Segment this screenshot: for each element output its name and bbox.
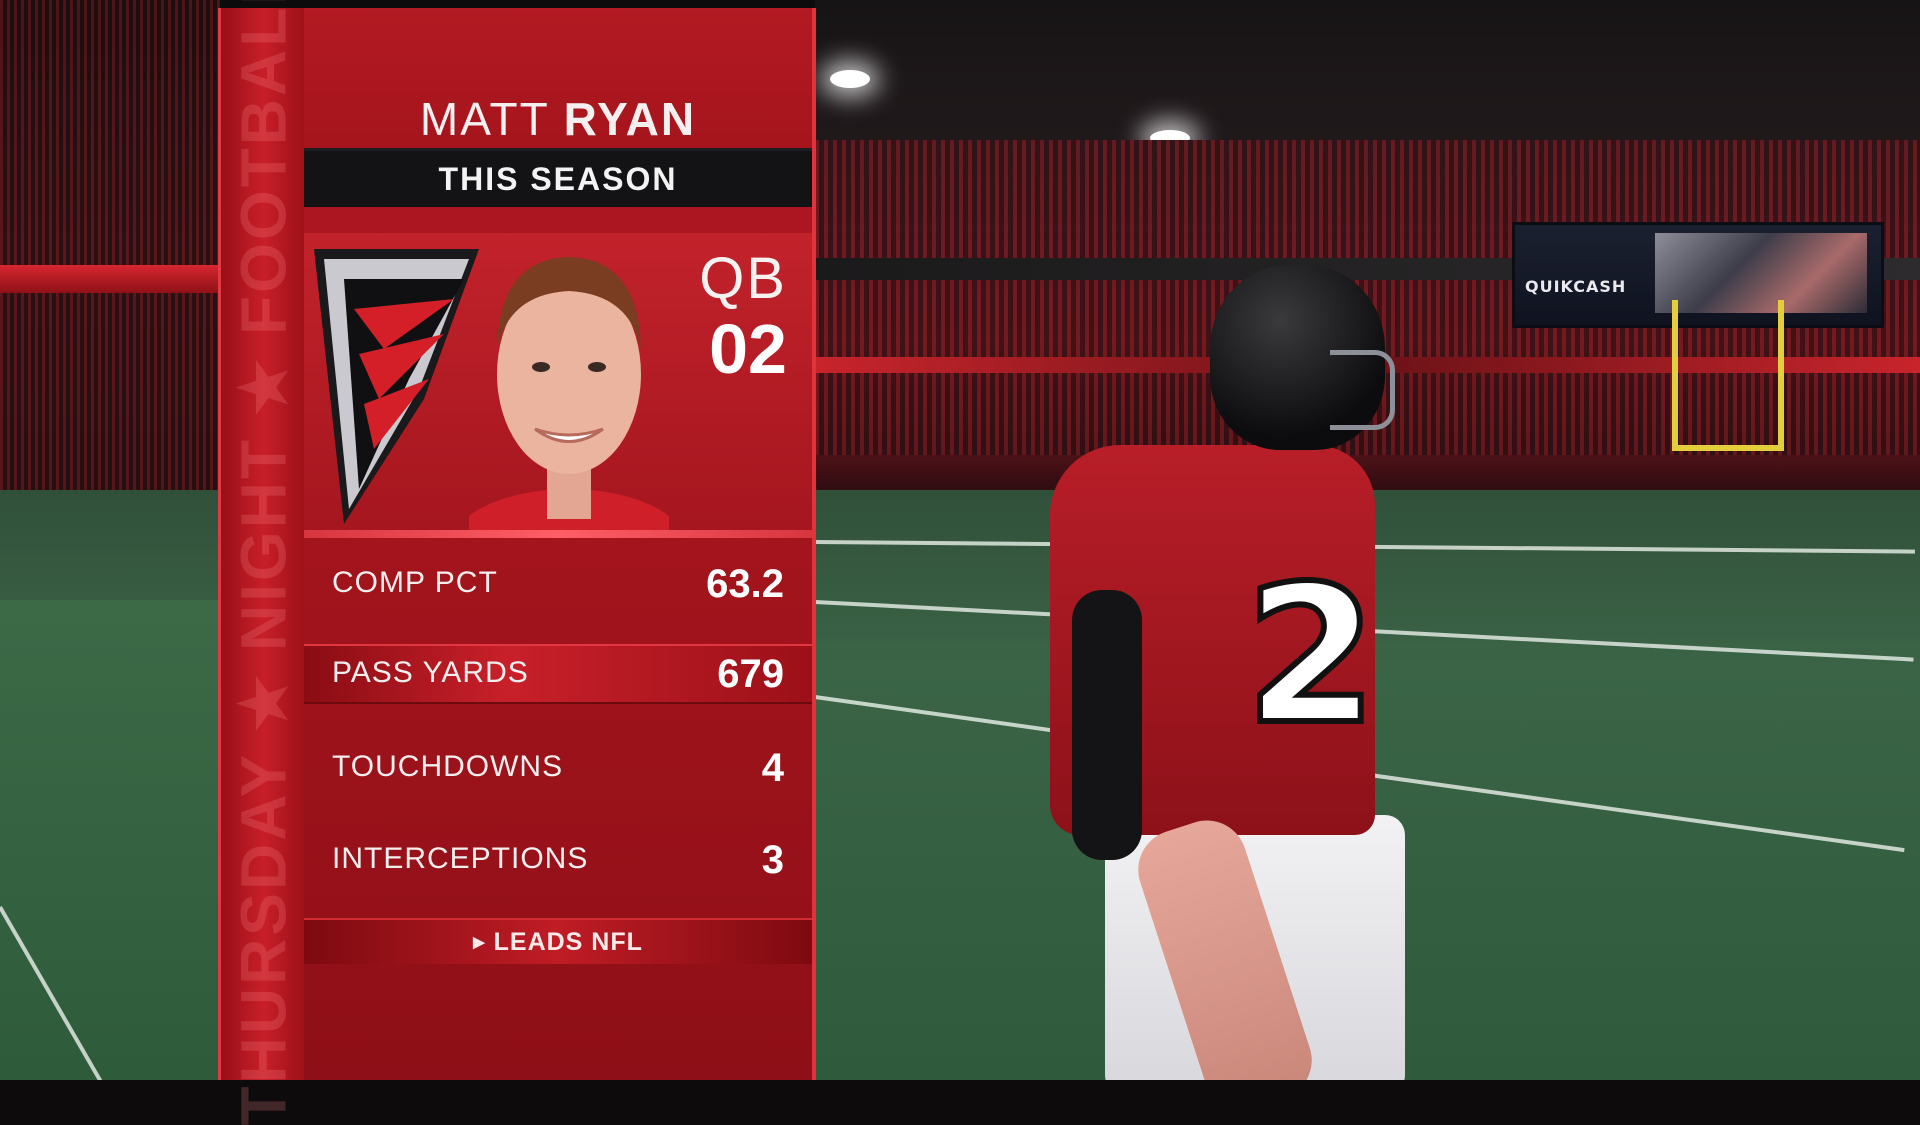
footnote-bar: ▶ LEADS NFL [304, 918, 812, 964]
goalpost-crossbar [1672, 445, 1784, 451]
season-label: THIS SEASON [438, 161, 678, 197]
side-banner-strip: THURSDAY ★ NIGHT ★ FOOTBALL [218, 0, 307, 1125]
player-first-name: MATT [419, 93, 549, 145]
jumbotron-screen [1655, 233, 1867, 313]
stat-value: 4 [761, 746, 784, 790]
stat-value: 63.2 [706, 562, 784, 606]
panel-edge [812, 8, 816, 1080]
stat-label: INTERCEPTIONS [332, 842, 589, 875]
player-arm [1072, 590, 1142, 860]
season-bar: THIS SEASON [304, 148, 812, 207]
stat-row-comp-pct: COMP PCT 63.2 [304, 556, 812, 612]
stat-label: PASS YARDS [332, 656, 529, 689]
player-last-name: RYAN [563, 93, 697, 145]
player-jersey-number: 02 [709, 310, 787, 388]
stat-value: 679 [717, 652, 784, 696]
stadium-light [830, 70, 870, 88]
player-on-field: 2 [1050, 260, 1410, 1080]
player-name: MATT RYAN [304, 92, 812, 146]
player-photo-area: QB 02 [304, 233, 812, 533]
footnote: ▶ LEADS NFL [304, 928, 812, 957]
photo-divider [304, 530, 812, 538]
stat-row-touchdowns: TOUCHDOWNS 4 [304, 740, 812, 796]
stat-row-interceptions: INTERCEPTIONS 3 [304, 832, 812, 888]
stat-label: TOUCHDOWNS [332, 750, 564, 783]
falcons-logo-icon [314, 249, 479, 524]
panel-header: MATT RYAN [304, 8, 812, 150]
player-helmet [1210, 265, 1385, 450]
player-stat-panel: MATT RYAN THIS SEASON QB 02 COMP PCT [304, 8, 812, 1080]
player-headshot [469, 257, 669, 533]
stat-value: 3 [761, 838, 784, 882]
goalpost-upright [1672, 300, 1678, 450]
goalpost-upright [1778, 300, 1784, 450]
jersey-number-on-field: 2 [1242, 542, 1380, 769]
side-banner-text: THURSDAY ★ NIGHT ★ FOOTBALL [227, 0, 300, 1125]
jumbotron-logo: QUIKCASH [1525, 277, 1627, 296]
play-arrow-icon: ▶ [473, 934, 486, 951]
stat-row-pass-yards: PASS YARDS 679 [304, 644, 812, 704]
jumbotron: QUIKCASH [1512, 222, 1884, 328]
ribbon-board-left [0, 265, 220, 293]
helmet-facemask [1330, 350, 1395, 430]
stat-label: COMP PCT [332, 566, 498, 599]
player-position: QB [699, 246, 787, 311]
football-field-left [0, 600, 220, 1080]
footnote-text: LEADS NFL [493, 928, 643, 956]
